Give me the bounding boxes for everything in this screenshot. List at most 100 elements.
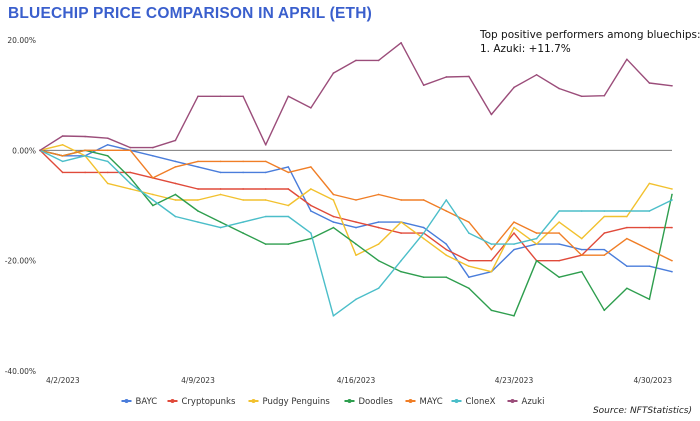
- data-point-cryptopunks: [264, 188, 267, 190]
- data-point-doodles: [310, 237, 312, 240]
- data-point-pudgy-penguins: [219, 193, 222, 196]
- data-point-cryptopunks: [332, 215, 335, 218]
- y-tick-label: 0.00%: [12, 146, 36, 155]
- data-point-cryptopunks: [558, 259, 560, 262]
- data-point-bayc: [626, 265, 628, 267]
- data-point-mayc: [558, 232, 560, 234]
- data-point-azuki: [152, 146, 154, 149]
- data-point-azuki: [106, 137, 109, 139]
- data-point-mayc: [84, 149, 86, 152]
- data-point-bayc: [671, 270, 673, 273]
- source-note: Source: NFTStatistics): [592, 406, 692, 416]
- data-point-azuki: [174, 139, 177, 142]
- data-point-pudgy-penguins: [61, 144, 64, 146]
- legend-marker: [510, 399, 515, 403]
- data-point-cryptopunks: [106, 171, 109, 174]
- data-point-azuki: [648, 82, 651, 84]
- data-point-cryptopunks: [219, 188, 222, 190]
- data-point-clonex: [535, 237, 538, 240]
- legend-marker: [124, 399, 129, 403]
- data-point-pudgy-penguins: [603, 215, 606, 218]
- data-point-cryptopunks: [377, 226, 380, 229]
- data-point-doodles: [671, 193, 673, 196]
- data-point-mayc: [535, 232, 538, 234]
- data-point-azuki: [445, 76, 448, 78]
- data-point-azuki: [603, 94, 606, 97]
- data-point-clonex: [106, 160, 109, 163]
- data-point-pudgy-penguins: [197, 199, 199, 201]
- data-point-doodles: [422, 276, 425, 279]
- data-point-cryptopunks: [61, 171, 64, 174]
- data-point-clonex: [219, 226, 222, 229]
- data-point-doodles: [513, 315, 515, 317]
- data-point-azuki: [84, 135, 86, 138]
- legend-marker: [454, 399, 459, 403]
- data-point-azuki: [129, 146, 132, 149]
- data-point-mayc: [603, 254, 606, 256]
- chart-title: BLUECHIP PRICE COMPARISON IN APRIL (ETH): [8, 5, 372, 22]
- data-point-bayc: [603, 248, 606, 251]
- data-point-azuki: [355, 59, 357, 62]
- legend-marker: [170, 399, 175, 403]
- data-point-doodles: [106, 155, 109, 157]
- data-point-mayc: [445, 210, 448, 212]
- data-point-clonex: [558, 210, 560, 212]
- data-point-pudgy-penguins: [400, 221, 402, 223]
- data-point-cryptopunks: [242, 188, 244, 190]
- y-axis: 20.00% 0.00% -20.00% -40.00%: [5, 36, 36, 376]
- data-point-azuki: [671, 84, 673, 87]
- legend-item-doodles: Doodles: [344, 397, 394, 407]
- legend-marker: [251, 399, 256, 403]
- data-point-bayc: [355, 226, 357, 229]
- data-point-mayc: [468, 221, 470, 223]
- data-point-mayc: [106, 149, 109, 152]
- data-point-bayc: [106, 144, 109, 146]
- data-point-clonex: [580, 210, 583, 212]
- data-point-cryptopunks: [603, 232, 606, 234]
- data-point-doodles: [332, 226, 335, 229]
- legend-item-mayc: MAYC: [405, 397, 443, 407]
- annotation-line-2: 1. Azuki: +11.7%: [480, 43, 571, 55]
- data-point-mayc: [310, 166, 312, 168]
- data-point-clonex: [129, 182, 132, 185]
- data-point-azuki: [61, 135, 64, 137]
- data-point-cryptopunks: [490, 259, 493, 262]
- data-point-doodles: [242, 232, 244, 234]
- data-point-azuki: [287, 95, 290, 98]
- data-point-cryptopunks: [626, 226, 628, 229]
- data-point-azuki: [422, 84, 425, 87]
- data-point-clonex: [626, 210, 628, 212]
- series-doodles: [39, 149, 673, 317]
- data-point-mayc: [377, 193, 380, 196]
- data-point-mayc: [332, 193, 335, 196]
- data-point-bayc: [310, 210, 312, 212]
- data-point-clonex: [152, 199, 154, 201]
- data-point-clonex: [490, 243, 493, 245]
- data-point-cryptopunks: [84, 171, 86, 174]
- data-point-clonex: [264, 215, 267, 218]
- data-point-cryptopunks: [468, 259, 470, 262]
- data-point-cryptopunks: [648, 226, 651, 229]
- data-point-pudgy-penguins: [152, 193, 154, 196]
- data-point-clonex: [84, 155, 86, 157]
- legend-label: Doodles: [359, 397, 394, 407]
- data-point-bayc: [332, 221, 335, 223]
- data-point-doodles: [580, 270, 583, 273]
- data-point-azuki: [400, 41, 402, 44]
- data-point-clonex: [332, 315, 335, 317]
- legend: BAYC Cryptopunks Pudgy Penguins Doodles MAYC…: [121, 397, 544, 407]
- data-point-mayc: [219, 160, 222, 163]
- data-point-clonex: [287, 215, 290, 218]
- data-point-bayc: [174, 160, 177, 163]
- data-point-mayc: [513, 221, 515, 223]
- data-point-doodles: [445, 276, 448, 279]
- data-point-pudgy-penguins: [558, 221, 560, 223]
- data-point-doodles: [197, 210, 199, 212]
- data-point-mayc: [61, 155, 64, 157]
- data-point-cryptopunks: [445, 248, 448, 251]
- data-point-mayc: [490, 248, 493, 251]
- x-tick-label: 4/16/2023: [337, 376, 376, 385]
- data-point-cryptopunks: [671, 226, 673, 229]
- data-point-pudgy-penguins: [648, 182, 651, 185]
